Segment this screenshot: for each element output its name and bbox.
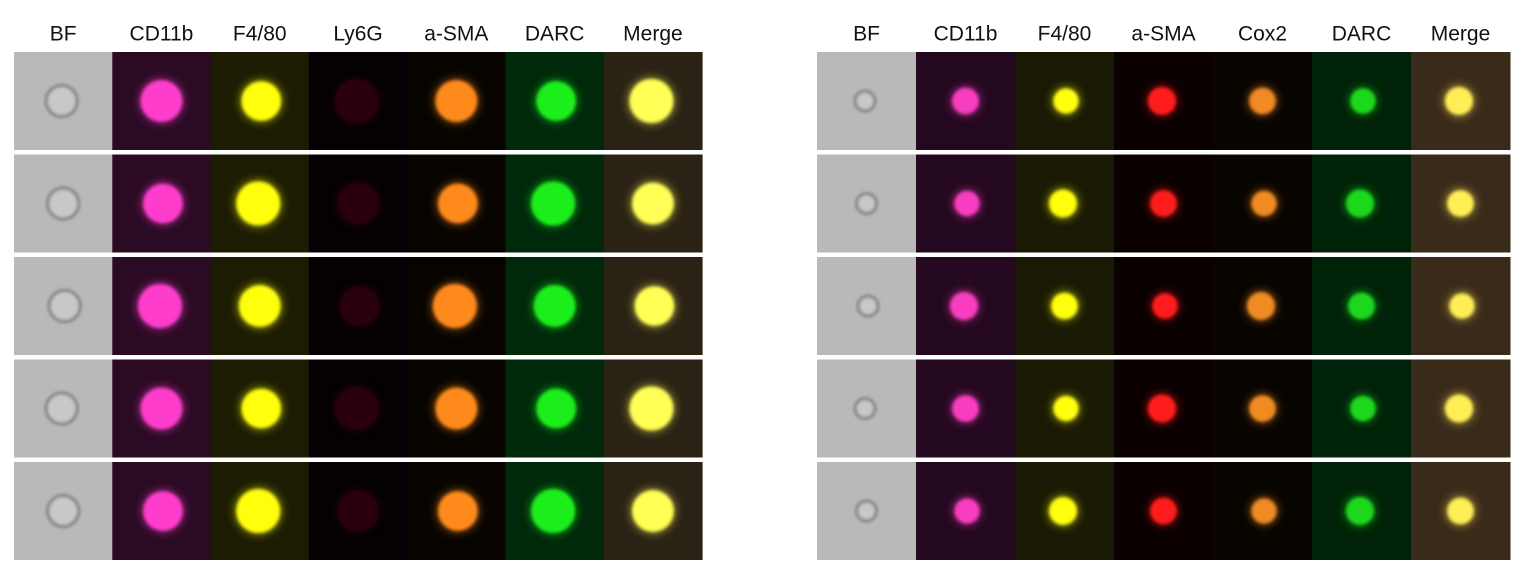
cell <box>1449 293 1475 319</box>
column-header: Cox2 <box>1238 23 1287 46</box>
cell <box>1251 190 1277 217</box>
cell <box>143 183 183 224</box>
cell <box>337 182 379 225</box>
column-header: Merge <box>623 23 683 46</box>
column-header: Ly6G <box>333 23 382 46</box>
cell <box>46 187 80 220</box>
cell <box>632 182 674 225</box>
cell <box>339 286 380 326</box>
cell <box>855 500 878 522</box>
cell <box>1152 293 1178 319</box>
column-header: a-SMA <box>1131 23 1195 46</box>
cell <box>1251 498 1277 524</box>
cell <box>1148 87 1176 115</box>
panel: BF CD11b F4/80 a-SMA Cox2 DARC Merge <box>817 23 1511 560</box>
column-header: CD11b <box>934 23 998 46</box>
cell <box>629 79 674 123</box>
cell <box>438 491 478 531</box>
column-header: BF <box>853 23 880 46</box>
cell <box>1447 190 1474 217</box>
cell <box>1447 497 1474 525</box>
panel: BF CD11b F4/80 Ly6G a-SMA DARC Merge <box>14 23 703 560</box>
column-header: a-SMA <box>424 23 488 46</box>
cell <box>857 295 879 317</box>
cell <box>45 84 79 118</box>
cell <box>1445 394 1473 423</box>
cell <box>1051 292 1078 320</box>
cell <box>1249 395 1276 422</box>
column-header: CD11b <box>130 23 194 46</box>
cell <box>238 285 281 327</box>
cell <box>1350 88 1376 114</box>
cell <box>334 79 379 123</box>
column-header: Merge <box>1431 23 1491 46</box>
cell <box>954 498 980 524</box>
cell <box>950 292 978 320</box>
cell <box>45 392 79 425</box>
cell <box>337 490 379 532</box>
cell <box>137 284 182 328</box>
cell <box>236 489 281 533</box>
cell <box>241 81 282 121</box>
cell <box>952 395 979 422</box>
cell <box>1247 292 1275 320</box>
cell <box>531 181 576 226</box>
cell <box>629 386 674 431</box>
cell <box>854 397 876 420</box>
column-header: F4/80 <box>233 23 287 46</box>
cell <box>533 285 576 327</box>
cell <box>1249 87 1276 115</box>
cell <box>536 81 576 121</box>
cell <box>632 490 674 532</box>
cell <box>855 192 878 215</box>
cell <box>1148 394 1176 423</box>
cell <box>46 494 80 528</box>
cell <box>1049 497 1077 525</box>
cell <box>531 489 576 533</box>
cell <box>1445 87 1473 115</box>
column-header: DARC <box>525 23 585 46</box>
cell <box>1346 189 1374 218</box>
cell <box>48 289 82 323</box>
cell <box>1053 88 1079 114</box>
cell <box>1150 497 1177 525</box>
cell <box>952 87 979 115</box>
cell <box>1348 292 1375 320</box>
cell <box>143 491 183 531</box>
column-header: DARC <box>1332 23 1392 46</box>
cell <box>854 90 876 112</box>
cell <box>1049 189 1077 218</box>
cell <box>435 387 478 430</box>
cell <box>954 190 980 217</box>
cell <box>1350 395 1376 422</box>
cell <box>236 181 281 226</box>
cell <box>334 386 379 431</box>
cell <box>634 286 675 326</box>
cell <box>241 388 282 429</box>
cell <box>1053 395 1079 422</box>
cell <box>432 284 477 328</box>
cell <box>1346 497 1374 525</box>
cell <box>438 183 478 224</box>
cell <box>140 80 183 122</box>
cell <box>435 80 478 122</box>
cell <box>1150 190 1177 217</box>
column-header: BF <box>50 23 77 46</box>
cell <box>536 388 576 429</box>
cell <box>140 387 183 430</box>
column-header: F4/80 <box>1038 23 1092 46</box>
